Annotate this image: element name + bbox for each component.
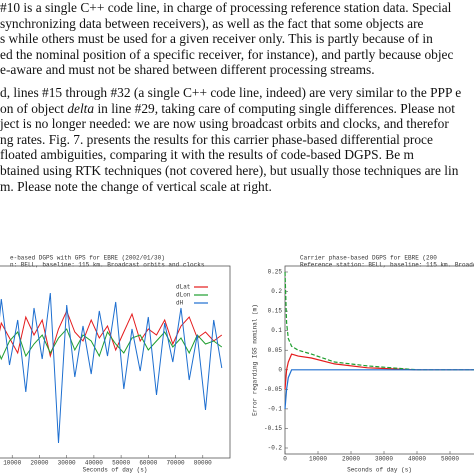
x-tick-label: 80000	[194, 460, 212, 467]
text-line: floated ambiguities, comparing it with t…	[0, 147, 414, 163]
x-tick-label: 20000	[30, 460, 48, 467]
text-line: #10 is a single C++ code line, in charge…	[0, 0, 452, 15]
x-tick-label: 50000	[441, 456, 459, 463]
body-text: #10 is a single C++ code line, in charge…	[0, 0, 474, 194]
x-tick-label: 70000	[167, 460, 185, 467]
plot-frame	[284, 265, 474, 455]
text-span: on of object	[0, 100, 68, 116]
text-line: ed the nominal position of a specific re…	[0, 46, 454, 62]
y-tick-label: 0.25	[268, 269, 283, 276]
x-tick-label: 30000	[58, 460, 76, 467]
x-tick-label: 0	[283, 456, 287, 463]
text-line: d, lines #15 through #32 (a single C++ c…	[0, 84, 462, 100]
chart-title: Carrier phase-based DGPS for EBRE (200	[300, 255, 437, 262]
series-line	[0, 292, 223, 444]
y-tick-label: 0	[278, 366, 282, 373]
x-tick-label: 50000	[112, 460, 130, 467]
y-tick-label: 0.15	[268, 308, 283, 315]
chart-subtitle: n: BELL, baseline: 115 km. Broadcast orb…	[10, 262, 205, 269]
text-line: s while others must be used for a given …	[0, 31, 433, 47]
x-axis-label: Seconds of day (s)	[83, 467, 148, 474]
series-line	[284, 369, 474, 409]
series-line	[0, 328, 223, 361]
y-tick-label: 0.1	[271, 327, 282, 334]
text-line: synchronizing data between receivers), a…	[0, 15, 424, 31]
legend-label: dLat	[176, 284, 190, 291]
y-tick-label: 0.2	[271, 288, 282, 295]
y-tick-label: 0.05	[268, 347, 283, 354]
text-line: ject is no longer needed: we are now usi…	[0, 116, 449, 132]
x-tick-label: 60000	[139, 460, 157, 467]
chart-title: e-based DGPS with GPS for EBRE (2002/01/…	[10, 255, 165, 262]
x-tick-label: 40000	[408, 456, 426, 463]
text-line: m. Please note the change of vertical sc…	[0, 178, 272, 194]
text-line: btained using RTK techniques (not covere…	[0, 162, 459, 178]
legend-label: dLon	[176, 292, 191, 299]
plot-frame	[0, 265, 231, 459]
x-tick-label: 10000	[309, 456, 327, 463]
text-span: in line #29, taking care of computing si…	[94, 100, 455, 116]
y-tick-label: -0.05	[264, 386, 282, 393]
x-tick-label: 20000	[342, 456, 360, 463]
y-tick-label: -0.2	[268, 445, 283, 452]
x-tick-label: 40000	[85, 460, 103, 467]
chart-subtitle: Reference station: BELL, baseline: 115 k…	[300, 262, 474, 269]
text-line: on of object delta in line #29, taking c…	[0, 101, 474, 117]
x-tick-label: 10000	[3, 460, 21, 467]
text-line: e-aware and must not be shared between d…	[0, 62, 375, 78]
x-tick-label: 30000	[375, 456, 393, 463]
y-tick-label: -0.15	[264, 425, 282, 432]
series-line	[284, 353, 474, 390]
y-tick-label: -0.1	[268, 405, 283, 412]
legend-label: dH	[176, 300, 184, 307]
x-axis-label: Seconds of day (s)	[347, 467, 412, 474]
y-axis-label: Error regarding IGS nominal (m)	[252, 304, 259, 416]
emphasis: delta	[67, 100, 95, 116]
text-line: ng rates. Fig. 7. presents the results f…	[0, 131, 433, 147]
